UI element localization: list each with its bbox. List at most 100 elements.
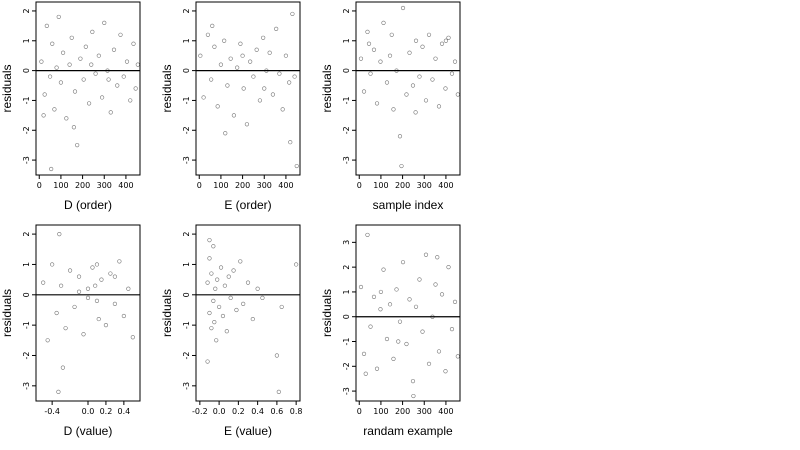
plot-frame (35, 1, 141, 176)
scatter-point (452, 299, 458, 304)
scatter-point (455, 92, 460, 97)
scatter-point (93, 71, 98, 76)
y-tick-label: -3 (182, 382, 191, 390)
y-tick-label: -3 (22, 156, 31, 164)
y-axis-title: residuals (160, 289, 174, 337)
scatter-point (90, 29, 95, 34)
scatter-point (443, 369, 448, 374)
scatter-point (50, 262, 55, 267)
x-tick-label: 300 (417, 407, 432, 416)
y-tick-label: 0 (182, 68, 191, 73)
panel-5: -0.2 0.0 0.2 0.4 0.6 0.8 -3 -2 -1 0 1 2 E (value) res… (160, 224, 303, 438)
scatter-point (212, 320, 217, 325)
scatter-point (235, 65, 240, 70)
scatter-point (381, 267, 386, 272)
y-tick-label: 1 (182, 262, 191, 267)
scatter-point (426, 361, 432, 366)
scatter-point (396, 339, 401, 344)
y-tick-label: -3 (342, 156, 351, 164)
scatter-point (115, 83, 120, 88)
scatter-point (49, 166, 54, 172)
x-tick-label: 0.0 (82, 407, 95, 416)
scatter-point (67, 62, 72, 67)
x-tick-label: -0.2 (192, 407, 208, 416)
scatter-point (76, 289, 82, 294)
scatter-point (56, 389, 61, 394)
scatter-point (452, 59, 458, 64)
scatter-point (111, 47, 117, 52)
scatter-point (121, 74, 126, 79)
x-tick-label: 400 (438, 181, 453, 190)
y-tick-label: 1 (22, 262, 31, 267)
scatter-point (449, 71, 455, 76)
scatter-point (257, 98, 263, 103)
scatter-point (391, 107, 396, 112)
y-tick-label: -3 (182, 156, 191, 164)
x-tick-label: 100 (373, 407, 388, 416)
y-tick-label: 2 (342, 8, 351, 13)
scatter-point (384, 336, 390, 342)
scatter-point (400, 5, 406, 11)
x-tick-label: 200 (395, 181, 410, 190)
scatter-point (250, 316, 255, 322)
scatter-point (234, 307, 239, 313)
scatter-point (39, 59, 44, 64)
scatter-point (361, 351, 367, 357)
y-tick-label: -2 (22, 126, 31, 134)
scatter-point (381, 20, 386, 25)
scatter-point (225, 83, 230, 88)
x-tick-label: 0 (357, 407, 362, 416)
y-tick-label: 2 (182, 8, 191, 13)
scatter-point (228, 56, 233, 61)
scatter-point (207, 238, 212, 243)
y-tick-label: 0 (22, 292, 31, 297)
x-axis-title: E (order) (224, 198, 271, 212)
y-axis-title: residuals (0, 289, 14, 337)
scatter-point (201, 95, 206, 100)
scatter-point (274, 353, 279, 358)
scatter-point (213, 286, 218, 291)
scatter-point (105, 68, 110, 73)
panel-4: -0.4 0.0 0.2 0.4 -3 -2 -1 0 1 2 D (value) residuals (0, 224, 141, 438)
scatter-point (78, 56, 83, 61)
x-tick-label: 200 (75, 181, 90, 190)
scatter-point (294, 262, 299, 267)
scatter-point (72, 304, 77, 310)
scatter-point (267, 50, 272, 55)
x-tick-label: 0.2 (232, 407, 245, 416)
scatter-point (400, 260, 406, 265)
x-tick-label: 0 (37, 181, 42, 190)
scatter-point (270, 92, 276, 97)
y-tick-label: 2 (22, 8, 31, 13)
scatter-point (358, 56, 364, 61)
scatter-point (358, 284, 364, 290)
scatter-point (93, 283, 98, 288)
y-tick-label: -3 (22, 382, 31, 390)
scatter-point (399, 163, 404, 169)
scatter-point (420, 44, 425, 49)
y-tick-label: -1 (342, 338, 351, 346)
scatter-point (121, 313, 126, 319)
y-tick-label: 0 (22, 68, 31, 73)
scatter-point (112, 301, 117, 306)
y-axis-title: residuals (0, 64, 14, 112)
y-axis-title: residuals (160, 64, 174, 112)
scatter-point (54, 310, 59, 316)
scatter-point (209, 326, 214, 331)
scatter-point (71, 125, 77, 130)
scatter-point (244, 122, 250, 127)
plot-frame (355, 1, 461, 176)
scatter-point (410, 379, 416, 384)
scatter-point (439, 292, 445, 297)
y-tick-label: -1 (342, 96, 351, 104)
scatter-point (430, 77, 435, 82)
scatter-point (108, 271, 113, 276)
scatter-point (455, 354, 460, 359)
x-axis-title: D (value) (64, 424, 113, 438)
scatter-point (59, 283, 64, 288)
y-tick-label: 0 (342, 314, 351, 319)
scatter-point (96, 316, 101, 322)
y-tick-label: 0 (342, 68, 351, 73)
x-tick-label: 0.4 (251, 407, 264, 416)
